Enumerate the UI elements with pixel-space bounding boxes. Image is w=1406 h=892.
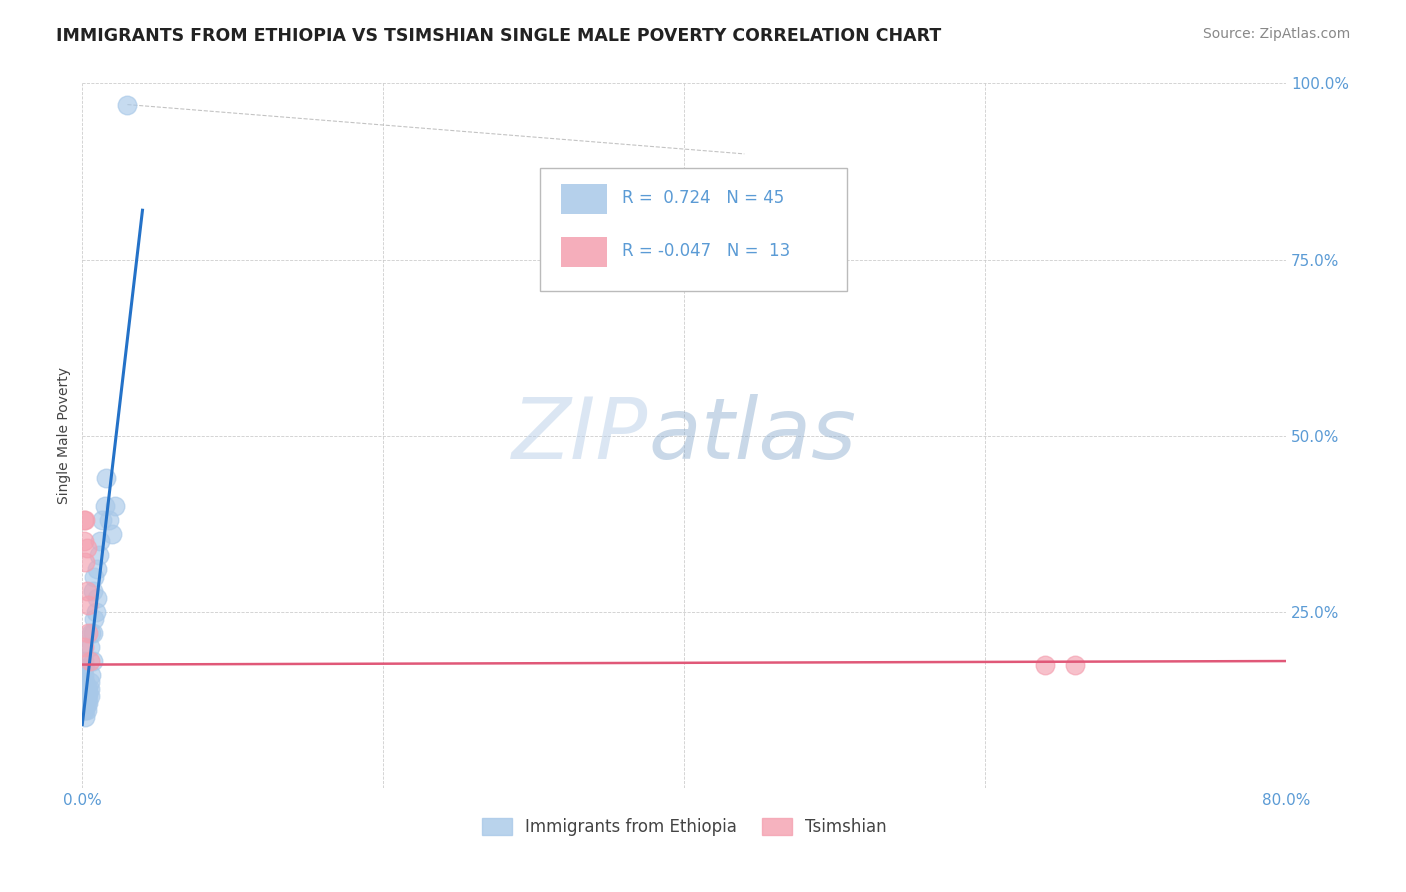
Point	[82, 654, 104, 668]
Point	[83, 612, 105, 626]
Point	[73, 696, 96, 710]
Point	[89, 534, 111, 549]
Point	[79, 675, 101, 690]
Point	[73, 513, 96, 527]
Point	[75, 696, 97, 710]
Point	[75, 513, 97, 527]
Point	[76, 703, 98, 717]
Text: IMMIGRANTS FROM ETHIOPIA VS TSIMSHIAN SINGLE MALE POVERTY CORRELATION CHART: IMMIGRANTS FROM ETHIOPIA VS TSIMSHIAN SI…	[56, 27, 942, 45]
Point	[75, 682, 97, 697]
Point	[76, 682, 98, 697]
Point	[75, 556, 97, 570]
Point	[82, 625, 104, 640]
Text: R =  0.724   N = 45: R = 0.724 N = 45	[621, 188, 783, 207]
Text: R = -0.047   N =  13: R = -0.047 N = 13	[621, 242, 790, 260]
Text: atlas: atlas	[648, 394, 856, 477]
Point	[73, 534, 96, 549]
Point	[73, 668, 96, 682]
Point	[79, 654, 101, 668]
Point	[79, 640, 101, 654]
Point	[73, 682, 96, 697]
Point	[73, 640, 96, 654]
Y-axis label: Single Male Poverty: Single Male Poverty	[58, 368, 72, 504]
Bar	[561, 184, 607, 214]
Bar	[561, 237, 607, 267]
Legend: Immigrants from Ethiopia, Tsimshian: Immigrants from Ethiopia, Tsimshian	[475, 812, 893, 843]
Bar	[540, 168, 846, 291]
Point	[76, 690, 98, 704]
Point	[75, 710, 97, 724]
Point	[73, 696, 96, 710]
Point	[96, 471, 118, 485]
Point	[86, 562, 108, 576]
Text: Source: ZipAtlas.com: Source: ZipAtlas.com	[1202, 27, 1350, 41]
Point	[76, 583, 98, 598]
Point	[83, 569, 105, 583]
Point	[77, 625, 100, 640]
Point	[94, 499, 117, 513]
Point	[76, 541, 98, 556]
Point	[73, 703, 96, 717]
Point	[73, 661, 96, 675]
Point	[101, 527, 124, 541]
Point	[77, 598, 100, 612]
Point	[73, 675, 96, 690]
Point	[76, 696, 98, 710]
Point	[86, 591, 108, 605]
Point	[75, 675, 97, 690]
Point	[98, 513, 121, 527]
Point	[80, 668, 103, 682]
Point	[77, 696, 100, 710]
Point	[75, 690, 97, 704]
Point	[1064, 657, 1087, 672]
Text: ZIP: ZIP	[512, 394, 648, 477]
Point	[104, 499, 127, 513]
Point	[77, 682, 100, 697]
Point	[73, 690, 96, 704]
Point	[1033, 657, 1056, 672]
Point	[82, 583, 104, 598]
Point	[75, 703, 97, 717]
Point	[79, 690, 101, 704]
Point	[80, 625, 103, 640]
Point	[87, 549, 110, 563]
Point	[84, 605, 107, 619]
Point	[77, 690, 100, 704]
Point	[90, 513, 112, 527]
Point	[73, 654, 96, 668]
Point	[79, 682, 101, 697]
Point	[117, 97, 139, 112]
